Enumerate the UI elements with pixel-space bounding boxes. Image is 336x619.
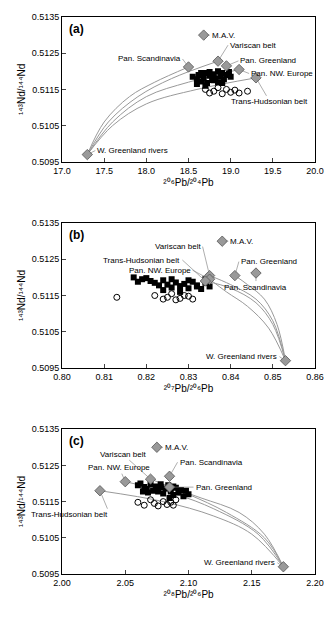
- svg-text:W. Greenland rivers: W. Greenland rivers: [97, 146, 168, 155]
- svg-text:2.15: 2.15: [243, 578, 261, 588]
- svg-text:¹⁴³Nd/¹⁴⁴Nd: ¹⁴³Nd/¹⁴⁴Nd: [16, 270, 27, 321]
- svg-text:M.A.V.: M.A.V.: [230, 237, 253, 246]
- svg-text:0.5135: 0.5135: [32, 218, 60, 228]
- svg-text:Pan. NW. Europe: Pan. NW. Europe: [88, 463, 150, 472]
- svg-text:0.5125: 0.5125: [32, 48, 60, 58]
- svg-text:Pan. Greenland: Pan. Greenland: [196, 483, 252, 492]
- svg-text:0.5125: 0.5125: [32, 254, 60, 264]
- svg-text:18.5: 18.5: [180, 166, 198, 176]
- svg-text:2.10: 2.10: [180, 578, 198, 588]
- svg-text:17.5: 17.5: [95, 166, 113, 176]
- svg-text:Variscan belt: Variscan belt: [100, 450, 146, 459]
- svg-text:Pan. Greenland: Pan. Greenland: [240, 56, 296, 65]
- svg-text:0.81: 0.81: [95, 372, 113, 382]
- svg-text:Pan. Scandinavia: Pan. Scandinavia: [118, 54, 181, 63]
- svg-text:(b): (b): [69, 228, 84, 242]
- svg-text:²⁰⁷Pb/²⁰⁶Pb: ²⁰⁷Pb/²⁰⁶Pb: [164, 383, 214, 394]
- svg-text:0.5115: 0.5115: [32, 85, 59, 95]
- svg-text:0.5135: 0.5135: [32, 424, 60, 434]
- svg-text:Trans-Hudsonian belt: Trans-Hudsonian belt: [31, 510, 108, 519]
- svg-text:0.5115: 0.5115: [32, 497, 59, 507]
- svg-text:Pan. Scandinavia: Pan. Scandinavia: [180, 458, 243, 467]
- svg-text:Variscan belt: Variscan belt: [155, 242, 201, 251]
- svg-text:0.5125: 0.5125: [32, 461, 60, 471]
- svg-text:0.5105: 0.5105: [32, 533, 60, 543]
- svg-text:19.0: 19.0: [222, 166, 240, 176]
- svg-text:W. Greenland rivers: W. Greenland rivers: [206, 352, 277, 361]
- svg-text:²⁰⁸Pb/²⁰⁶Pb: ²⁰⁸Pb/²⁰⁶Pb: [163, 589, 214, 600]
- svg-text:(c): (c): [69, 434, 84, 448]
- svg-text:Pan. Greenland: Pan. Greenland: [241, 257, 297, 266]
- svg-text:¹⁴³Nd/¹⁴⁴Nd: ¹⁴³Nd/¹⁴⁴Nd: [16, 64, 27, 115]
- svg-text:²⁰⁶Pb/²⁰⁴Pb: ²⁰⁶Pb/²⁰⁴Pb: [163, 177, 214, 188]
- svg-text:0.5135: 0.5135: [32, 12, 60, 22]
- svg-text:20.0: 20.0: [306, 166, 324, 176]
- svg-text:0.5105: 0.5105: [32, 327, 60, 337]
- svg-text:Pan. NW. Europe: Pan. NW. Europe: [129, 266, 191, 275]
- svg-text:18.0: 18.0: [138, 166, 156, 176]
- svg-text:M.A.V.: M.A.V.: [212, 31, 235, 40]
- svg-text:0.5095: 0.5095: [32, 363, 60, 373]
- svg-text:19.5: 19.5: [264, 166, 282, 176]
- svg-text:M.A.V.: M.A.V.: [165, 443, 188, 452]
- svg-text:0.5115: 0.5115: [32, 291, 59, 301]
- svg-text:0.5105: 0.5105: [32, 121, 60, 131]
- svg-text:0.82: 0.82: [138, 372, 156, 382]
- svg-text:Trans-Hudsonian belt: Trans-Hudsonian belt: [231, 97, 308, 106]
- svg-text:2.05: 2.05: [116, 578, 134, 588]
- svg-text:0.5095: 0.5095: [32, 157, 60, 167]
- svg-text:0.83: 0.83: [180, 372, 198, 382]
- svg-text:0.84: 0.84: [222, 372, 240, 382]
- svg-text:(a): (a): [69, 22, 84, 36]
- svg-text:W. Greenland rivers: W. Greenland rivers: [204, 558, 275, 567]
- svg-text:0.80: 0.80: [53, 372, 71, 382]
- svg-text:0.85: 0.85: [264, 372, 282, 382]
- svg-text:Pan. NW. Europe: Pan. NW. Europe: [251, 69, 313, 78]
- svg-text:2.20: 2.20: [306, 578, 324, 588]
- svg-text:Trans-Hudsonian belt: Trans-Hudsonian belt: [103, 256, 180, 265]
- svg-text:Variscan belt: Variscan belt: [230, 41, 276, 50]
- svg-text:2.00: 2.00: [53, 578, 71, 588]
- svg-text:0.86: 0.86: [306, 372, 324, 382]
- svg-text:0.5095: 0.5095: [32, 569, 60, 579]
- svg-text:17.0: 17.0: [53, 166, 71, 176]
- svg-text:¹⁴³Nd/¹⁴⁴Nd: ¹⁴³Nd/¹⁴⁴Nd: [16, 476, 27, 527]
- svg-text:Pan. Scandinavia: Pan. Scandinavia: [224, 283, 287, 292]
